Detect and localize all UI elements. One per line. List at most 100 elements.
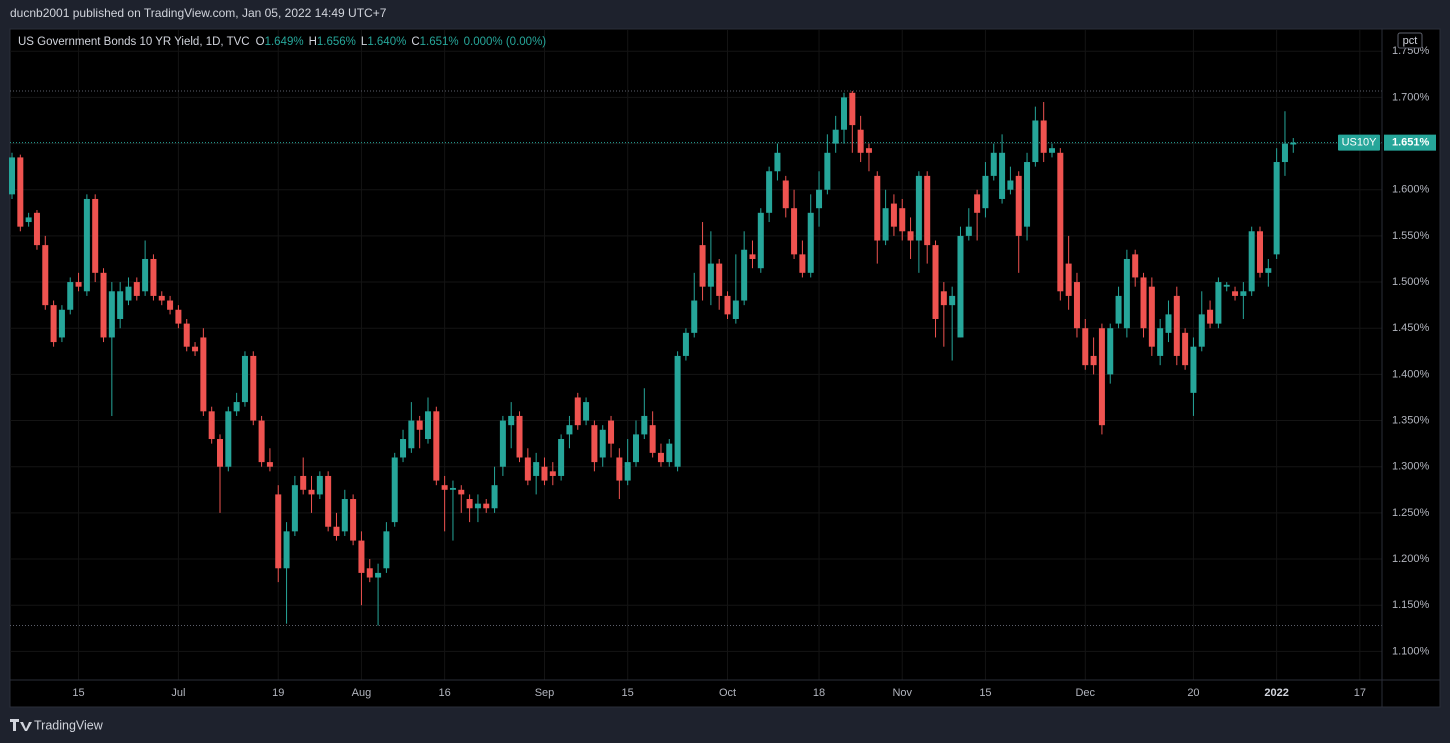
- candle-body: [1273, 162, 1280, 255]
- brand-name: TradingView: [34, 718, 104, 732]
- y-tick-label: 1.700%: [1392, 91, 1430, 103]
- chart-frame: [9, 28, 1441, 708]
- y-tick-label: 1.150%: [1392, 599, 1430, 611]
- x-tick-label: Aug: [352, 687, 372, 699]
- candle-body: [358, 540, 365, 573]
- candle-body: [965, 226, 972, 236]
- candle-body: [558, 439, 565, 476]
- candle-body: [508, 415, 515, 426]
- candle-body: [291, 485, 298, 532]
- candle-body: [816, 189, 823, 209]
- candle-body: [591, 425, 598, 463]
- candle-body: [1182, 332, 1189, 366]
- candle-body: [924, 175, 931, 246]
- candle-body: [416, 420, 423, 430]
- publisher: ducnb2001 published on TradingView.com, …: [10, 6, 387, 20]
- candle-body: [458, 489, 465, 495]
- candle-body: [375, 572, 382, 578]
- candle-body: [699, 245, 706, 287]
- candle-body: [1215, 282, 1222, 324]
- x-tick-label: Dec: [1075, 687, 1095, 699]
- candle-body: [1007, 180, 1014, 190]
- y-tick-label: 1.350%: [1392, 414, 1430, 426]
- candle-body: [125, 286, 132, 301]
- candle-body: [175, 309, 182, 324]
- candle-body: [724, 295, 731, 315]
- candle-body: [158, 295, 165, 301]
- candle-body: [316, 475, 323, 495]
- candle-body: [1265, 268, 1272, 273]
- x-tick-label: Nov: [892, 687, 912, 699]
- candle-body: [433, 411, 440, 481]
- y-tick-label: 1.500%: [1392, 276, 1430, 288]
- symbol-tag-bg: [1338, 134, 1380, 151]
- candle-body: [1040, 120, 1047, 153]
- candle-body: [649, 425, 656, 453]
- y-tick-label: 1.450%: [1392, 322, 1430, 334]
- candle-body: [92, 198, 99, 273]
- candle-body: [1190, 346, 1197, 393]
- candle-body: [1157, 328, 1164, 356]
- candle-body: [325, 475, 332, 527]
- candle-body: [283, 531, 290, 569]
- candle-body: [499, 420, 506, 467]
- candle-body: [624, 462, 631, 481]
- candle-body: [882, 208, 889, 241]
- candle-body: [42, 245, 49, 306]
- candle-body: [50, 305, 57, 343]
- x-tick-label: 15: [979, 687, 991, 699]
- y-tick-label: 1.250%: [1392, 507, 1430, 519]
- price-tag-bg: [1384, 134, 1436, 151]
- candle-body: [865, 148, 872, 153]
- candle-body: [491, 485, 498, 509]
- candle-body: [899, 208, 906, 232]
- candle-body: [483, 503, 490, 509]
- candle-body: [1115, 295, 1122, 324]
- candle-body: [150, 258, 157, 296]
- legend-key: H: [309, 36, 317, 48]
- candle-body: [782, 180, 789, 209]
- candle-body: [67, 282, 74, 310]
- candle-body: [117, 291, 124, 319]
- candle-body: [308, 489, 315, 495]
- candle-body: [250, 355, 257, 421]
- x-tick-label: 19: [272, 687, 284, 699]
- candle-body: [133, 282, 140, 296]
- y-tick-label: 1.100%: [1392, 645, 1430, 657]
- candle-body: [1032, 120, 1039, 163]
- candle-body: [533, 462, 540, 476]
- y-tick-label: 1.600%: [1392, 184, 1430, 196]
- candle-body: [58, 309, 65, 338]
- candle-body: [516, 415, 523, 458]
- candle-body: [142, 258, 149, 292]
- candle-body: [474, 503, 481, 509]
- scale-button-bg: [1397, 32, 1423, 49]
- candle-body: [466, 499, 473, 509]
- candle-body: [366, 568, 373, 578]
- candle-body: [333, 526, 340, 536]
- candle-body: [574, 397, 581, 426]
- legend-key: O: [256, 36, 265, 48]
- candle-body: [391, 457, 398, 523]
- x-tick-label: Sep: [535, 687, 555, 699]
- candle-body: [874, 175, 881, 241]
- y-tick-label: 1.400%: [1392, 368, 1430, 380]
- legend-value: 1.649%: [265, 36, 304, 48]
- candle-body: [890, 203, 897, 227]
- candle-body: [167, 300, 174, 310]
- candle-body: [608, 420, 615, 444]
- legend-value: 1.651%: [420, 36, 459, 48]
- legend-key: L: [361, 36, 368, 48]
- candle-body: [183, 323, 190, 347]
- candle-body: [300, 475, 307, 490]
- candle-body: [749, 254, 756, 259]
- candle-body: [707, 263, 714, 287]
- scale-button[interactable]: pct: [1403, 35, 1418, 47]
- candle-body: [1290, 142, 1297, 145]
- candle-body: [1198, 314, 1205, 347]
- candle-body: [350, 499, 357, 541]
- candle-body: [25, 217, 32, 223]
- candle-body: [449, 487, 456, 490]
- symbol-tag: US10Y: [1342, 137, 1378, 149]
- candle-body: [599, 429, 606, 458]
